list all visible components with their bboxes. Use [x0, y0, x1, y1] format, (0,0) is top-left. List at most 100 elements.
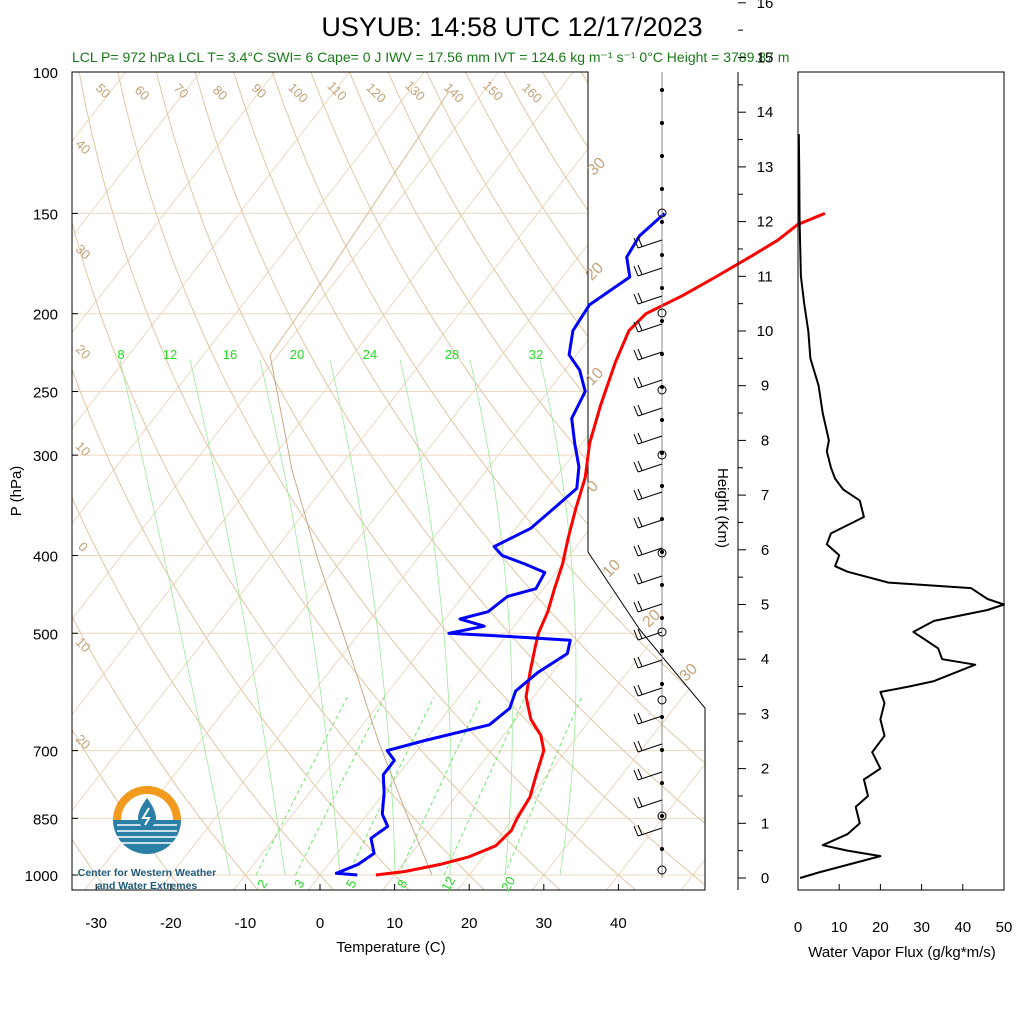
wind-level-dot	[660, 352, 664, 356]
mixing-ratio-label: 28	[445, 347, 459, 362]
wind-barb	[637, 631, 663, 641]
wind-barb	[637, 687, 663, 697]
wind-barb-feather	[637, 572, 643, 583]
dry-adiabat-line	[349, 72, 705, 890]
wind-level-dot	[660, 286, 664, 290]
isotherm-line	[604, 72, 705, 890]
dry-adiabat-line	[580, 72, 705, 890]
calm-wind-circle	[657, 208, 667, 218]
wind-barb-feather	[633, 741, 639, 753]
flux-x-tick-label: 20	[872, 919, 889, 936]
x-tick-label: 10	[386, 915, 403, 932]
wind-barb	[637, 351, 663, 361]
isotherm-label: 30	[677, 660, 702, 685]
wind-level-dot	[660, 583, 664, 587]
calm-wind-circle	[657, 811, 667, 821]
height-tick-label: 12	[757, 214, 774, 231]
wind-barb-feather	[633, 461, 639, 473]
isotherm-line	[72, 72, 663, 890]
calm-wind-circle	[657, 450, 667, 460]
wind-barb	[637, 463, 663, 473]
height-tick-label: 1	[761, 815, 769, 832]
wind-barb-feather	[633, 377, 639, 389]
isotherm-line	[157, 72, 705, 890]
isotherm-line	[72, 72, 514, 890]
wind-barb-feather	[633, 601, 639, 613]
wind-level-dot	[660, 220, 664, 224]
wind-level-dot	[660, 154, 664, 158]
mixing-ratio-label: 8	[394, 877, 411, 891]
wind-level-dot	[660, 319, 664, 323]
x-tick-label: -30	[85, 915, 107, 932]
wind-barb-feather	[637, 264, 643, 275]
isotherm-line	[231, 72, 705, 890]
x-tick-label: 20	[461, 915, 478, 932]
dry-adiabat-label: 80	[210, 82, 231, 103]
chart-title: USYUB: 14:58 UTC 12/17/2023	[321, 12, 702, 42]
wind-level-dot	[660, 748, 664, 752]
flux-axis-label: Water Vapor Flux (g/kg*m/s)	[808, 944, 996, 961]
flux-x-tick-label: 30	[913, 919, 930, 936]
mixing-ratio-label: 16	[223, 347, 237, 362]
moist-adiabat-line	[329, 359, 396, 876]
dry-adiabat-line	[233, 72, 705, 890]
wind-barb-feather	[637, 628, 643, 639]
height-tick-label: 4	[761, 651, 769, 668]
wind-barb-feather	[637, 292, 643, 303]
dry-adiabat-line	[657, 72, 705, 890]
wind-barb	[637, 547, 663, 557]
dry-adiabat-label: 160	[519, 80, 545, 106]
wind-barb-feather	[637, 768, 643, 779]
isotherm-line	[754, 54, 1024, 892]
wind-level-dot	[660, 418, 664, 422]
wind-barb-feather	[633, 825, 639, 837]
wind-barb	[637, 715, 663, 725]
wind-barb	[637, 799, 663, 809]
wind-barb	[637, 379, 663, 389]
wind-level-dot	[660, 484, 664, 488]
moist-adiabat-line	[119, 359, 231, 876]
wind-barb-feather	[633, 573, 639, 585]
skew-t-frame	[71, 71, 706, 891]
wind-level-dot	[660, 550, 664, 554]
dry-adiabat-label: 130	[402, 78, 428, 104]
dry-adiabat-label: 150	[480, 78, 506, 104]
wind-barb	[637, 407, 663, 417]
wind-barb-feather	[637, 404, 643, 415]
wind-barb-feather	[637, 796, 643, 807]
dry-adiabat-line	[194, 72, 705, 890]
dry-adiabat-line	[155, 72, 705, 890]
mixing-ratio-label: 20	[290, 347, 304, 362]
x-tick-label: -10	[235, 915, 257, 932]
isotherm-line	[72, 72, 439, 890]
dry-adiabat-line	[387, 72, 705, 890]
dry-adiabat-line	[696, 72, 705, 890]
moist-adiabat-line	[539, 359, 577, 876]
y-tick-label: 100	[33, 65, 58, 82]
dry-adiabat-label: 120	[363, 80, 389, 106]
calm-wind-circle	[657, 308, 667, 318]
dry-adiabat-label: 100	[285, 80, 311, 106]
isotherm-label: 0	[584, 478, 602, 496]
wind-level-dot	[660, 121, 664, 125]
height-tick-label: 9	[761, 378, 769, 395]
water-vapor-flux-line	[797, 134, 1005, 879]
dry-adiabat-label: 20	[73, 731, 94, 752]
height-tick-label: 14	[757, 104, 774, 121]
height-tick-label: 16	[757, 0, 774, 12]
isotherm-label: 10	[583, 364, 608, 389]
y-tick-label: 250	[33, 385, 58, 402]
isotherm-line	[455, 72, 705, 890]
wind-level-dot	[660, 187, 664, 191]
wind-barb	[637, 435, 663, 445]
wind-barb	[637, 267, 663, 277]
wind-barb-feather	[637, 460, 643, 471]
calm-wind-circle	[657, 865, 667, 875]
height-tick-label: 11	[757, 268, 773, 285]
dry-adiabat-line	[72, 72, 185, 890]
wind-barb-feather	[637, 432, 643, 443]
height-tick-label: 2	[761, 761, 769, 778]
mixing-ratio-label: 5	[343, 877, 360, 891]
wind-barb	[637, 491, 663, 501]
parcel-upper-line	[269, 89, 451, 356]
